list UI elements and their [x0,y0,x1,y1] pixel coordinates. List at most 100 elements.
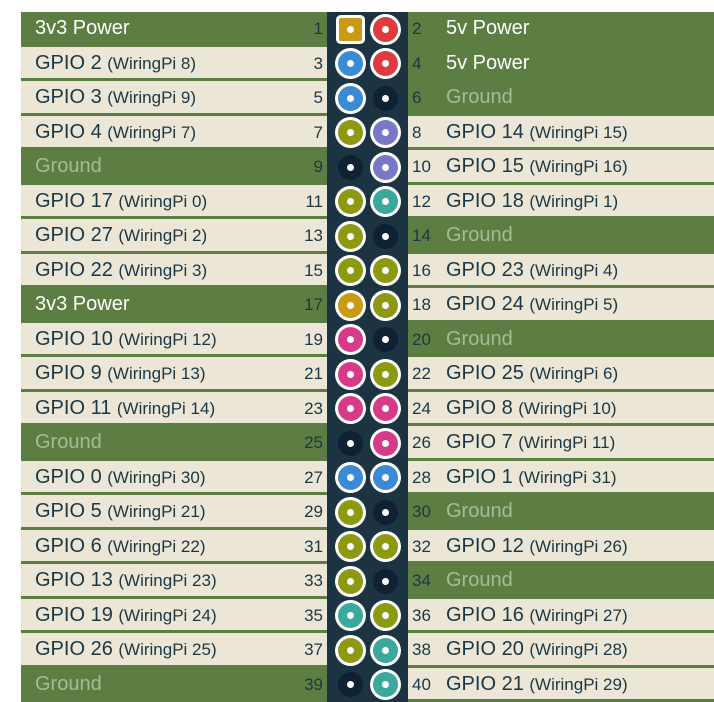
pin-label: GPIO 11 (WiringPi 14) [35,392,215,427]
pin-25-cell: Ground 25 [21,426,327,461]
pin-40-cell: GPIO 21 (WiringPi 29) 40 [408,667,714,702]
wiringpi-number: (WiringPi 3) [118,260,208,280]
pin-name: Ground [446,86,513,108]
pin-17-3v3-power-connector [337,292,363,318]
pin-9-cell: Ground 9 [21,150,327,185]
pin-hole [346,198,354,206]
pin-22-gpio-25-connector [372,361,398,387]
pin-27-cell: GPIO 0 (WiringPi 30) 27 [21,460,327,495]
pin-number: 12 [412,191,431,211]
pin-label: Ground [446,323,513,358]
pin-label: 5v Power [446,47,529,82]
pin-name: Ground [35,155,102,177]
pin-hole [381,439,389,447]
pin-33-cell: GPIO 13 (WiringPi 23) 33 [21,564,327,599]
pin-13-gpio-27-connector [337,223,363,249]
pin-29-gpio-5-connector [337,499,363,525]
pin-hole [381,60,389,68]
wiringpi-number: (WiringPi 9) [107,88,197,107]
pin-label: GPIO 18 (WiringPi 1) [446,185,618,220]
pin-name: GPIO 23 [446,258,524,281]
pin-hole [381,508,389,516]
pin-number: 14 [412,226,431,245]
pin-number: 29 [304,502,323,521]
pin-number: 25 [304,433,323,452]
pin-row: GPIO 19 (WiringPi 24) 35 GPIO 16 (WiringPi… [21,598,714,633]
pin-number: 32 [412,536,431,556]
wiringpi-number: (WiringPi 23) [118,571,217,590]
pin-name: GPIO 20 [446,638,524,660]
pin-label: GPIO 8 (WiringPi 10) [446,392,617,427]
pin-name: Ground [35,672,102,695]
pin-label: Ground [35,426,102,461]
pin-21-gpio-9-connector [337,361,363,387]
pin-number: 22 [412,364,431,383]
pin-number: 23 [304,398,323,418]
pin-label: GPIO 24 (WiringPi 5) [446,288,618,323]
pin-23-cell: GPIO 11 (WiringPi 14) 23 [21,391,327,427]
pin-number: 11 [305,191,323,211]
pin-label: GPIO 12 (WiringPi 26) [446,530,628,565]
pin-row: GPIO 22 (WiringPi 3) 15 GPIO 23 (WiringPi … [21,253,714,288]
pin-row: GPIO 11 (WiringPi 14) 23 GPIO 8 (WiringPi … [21,391,714,427]
pin-label: Ground [35,150,102,185]
pin-3-cell: GPIO 2 (WiringPi 8) 3 [21,46,327,81]
pin-row: GPIO 27 (WiringPi 2) 13 Ground 14 [21,219,714,254]
pin-name: GPIO 25 [446,362,524,384]
pin-label: GPIO 7 (WiringPi 11) [446,426,615,461]
wiringpi-number: (WiringPi 0) [118,191,208,211]
pin-row: 3v3 Power 17 GPIO 24 (WiringPi 5) 18 [21,288,714,323]
pin-33-gpio-13-connector [337,568,363,594]
pin-20-cell: Ground 20 [408,322,714,358]
pin-hole [381,577,389,585]
pin-number: 39 [304,674,323,694]
pin-row: GPIO 10 (WiringPi 12) 19 Ground 20 [21,322,714,358]
pin-12-gpio-18-connector [372,189,398,215]
pin-hole [381,336,389,344]
pin-number: 3 [313,53,323,73]
pin-label: GPIO 1 (WiringPi 31) [446,461,617,496]
pin-number: 13 [304,226,323,245]
pin-24-gpio-8-connector [372,396,398,422]
pin-row: Ground 9 GPIO 15 (WiringPi 16) 10 [21,150,714,185]
pin-12-cell: GPIO 18 (WiringPi 1) 12 [408,184,714,220]
pin-1-3v3-power-connector [338,17,362,41]
pin-name: GPIO 8 [446,396,513,419]
pin-name: GPIO 15 [446,155,524,177]
pin-name: GPIO 9 [35,362,102,384]
pin-row: Ground 25 GPIO 7 (WiringPi 11) 26 [21,426,714,461]
pin-35-gpio-19-connector [337,603,363,629]
pin-number: 2 [412,19,422,38]
pin-hole [346,232,354,240]
pin-label: GPIO 14 (WiringPi 15) [446,116,628,151]
pin-15-cell: GPIO 22 (WiringPi 3) 15 [21,253,327,288]
pin-hole [381,267,389,275]
wiringpi-number: (WiringPi 28) [529,640,628,659]
pin-8-gpio-14-connector [372,120,398,146]
pin-hole [381,198,389,206]
pin-2-cell: 5v Power 2 [408,12,714,47]
pin-number: 33 [304,571,323,590]
pin-name: GPIO 22 [35,258,113,281]
pin-10-gpio-15-connector [372,154,398,180]
pin-number: 19 [304,329,323,349]
pin-39-cell: Ground 39 [21,667,327,702]
pin-name: Ground [35,431,102,453]
pin-26-cell: GPIO 7 (WiringPi 11) 26 [408,426,714,461]
pin-name: GPIO 16 [446,603,524,626]
pin-name: GPIO 1 [446,465,513,488]
pin-row: GPIO 3 (WiringPi 9) 5 Ground 6 [21,81,714,116]
wiringpi-number: (WiringPi 22) [107,536,206,556]
pin-17-cell: 3v3 Power 17 [21,288,327,323]
pin-name: GPIO 18 [446,189,524,212]
wiringpi-number: (WiringPi 4) [529,260,619,280]
pin-31-cell: GPIO 6 (WiringPi 22) 31 [21,529,327,564]
wiringpi-number: (WiringPi 8) [107,53,197,73]
pin-number: 1 [313,19,323,38]
pin-number: 10 [412,157,431,176]
pin-hole [346,267,354,275]
pin-label: GPIO 26 (WiringPi 25) [35,633,217,668]
pin-number: 36 [412,605,431,625]
pin-28-gpio-1-connector [372,465,398,491]
wiringpi-number: (WiringPi 25) [118,640,217,659]
